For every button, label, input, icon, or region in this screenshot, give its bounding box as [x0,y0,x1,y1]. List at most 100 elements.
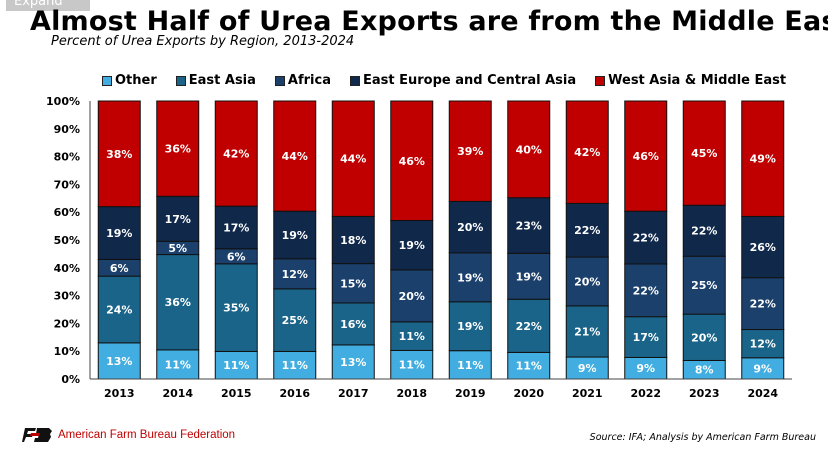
data-label: 19% [516,270,542,283]
data-label: 36% [165,296,191,309]
data-label: 20% [691,331,717,344]
bar-segment [273,100,317,212]
data-label: 9% [636,362,655,375]
data-label: 20% [574,275,600,288]
legend-item: Other [102,73,157,88]
data-label: 11% [165,358,191,371]
bar-segment [448,252,492,303]
expand-button[interactable]: Expand [6,0,90,11]
data-label: 44% [340,153,366,166]
data-label: 16% [340,318,366,331]
y-tick-label: 40% [54,262,80,275]
legend-swatch [595,75,606,86]
bar-segment [741,277,785,331]
farm-bureau-logo-icon [22,428,52,442]
data-label: 42% [574,146,600,159]
x-tick-label: 2018 [396,387,427,400]
data-label: 19% [399,239,425,252]
bar-segment [507,351,551,380]
bar-segment [331,302,375,346]
bar-segment [331,215,375,265]
data-label: 23% [516,219,542,232]
y-tick-label: 60% [54,206,80,219]
bar-segment [273,350,317,380]
data-label: 13% [106,355,132,368]
data-label: 11% [457,359,483,372]
bar-segment [682,255,726,315]
data-label: 36% [165,143,191,156]
expand-label: Expand [14,0,63,9]
data-label: 19% [457,271,483,284]
legend-item: Africa [274,73,331,88]
data-label: 17% [633,331,659,344]
data-label: 19% [106,227,132,240]
bar-segment [390,100,434,222]
bar-segment [565,305,609,358]
chart-subtitle: Percent of Urea Exports by Region, 2013-… [51,34,355,49]
bar-segment [682,313,726,361]
bar-segment [448,350,492,380]
legend-label: Africa [287,73,331,88]
data-label: 12% [750,338,776,351]
x-tick-label: 2020 [513,387,544,400]
data-label: 11% [399,330,425,343]
data-label: 42% [223,148,249,161]
data-label: 22% [516,320,542,333]
source-note: Source: IFA; Analysis by American Farm B… [589,432,816,443]
bar-segment [624,263,668,318]
y-tick-label: 30% [54,290,80,303]
data-label: 12% [282,268,308,281]
data-label: 19% [457,320,483,333]
legend-swatch [175,75,186,86]
data-label: 22% [691,225,717,238]
bar-segment [448,100,492,202]
data-label: 11% [516,360,542,373]
data-label: 11% [223,359,249,372]
data-label: 46% [633,150,659,163]
data-label: 22% [633,284,659,297]
data-label: 20% [457,221,483,234]
bar-segment [741,100,785,217]
data-label: 45% [691,147,717,160]
bar-segment [624,316,668,358]
data-label: 21% [574,325,600,338]
data-label: 40% [516,143,542,156]
data-label: 5% [168,242,187,255]
data-label: 6% [227,250,246,263]
bar-segment [156,195,200,242]
bar-segment [390,220,434,271]
y-tick-label: 50% [54,234,80,247]
data-label: 25% [691,279,717,292]
bar-segment [390,349,434,380]
legend-item: West Asia & Middle East [595,73,786,88]
bar-segment [156,100,200,197]
data-label: 22% [750,298,776,311]
bar-segment [214,350,258,380]
data-label: 46% [399,155,425,168]
bar-segment [331,100,375,217]
bar-segment [448,301,492,352]
data-label: 9% [578,362,597,375]
data-label: 20% [399,290,425,303]
x-tick-label: 2017 [338,387,369,400]
legend-item: East Europe and Central Asia [349,73,576,88]
y-tick-label: 90% [54,123,80,136]
y-tick-label: 70% [54,178,80,191]
data-label: 24% [106,304,132,317]
bar-segment [97,100,141,208]
organization-name: American Farm Bureau Federation [58,429,236,441]
x-tick-label: 2021 [572,387,603,400]
bar-segment [97,206,141,260]
y-tick-label: 20% [54,317,80,330]
x-tick-label: 2013 [104,387,135,400]
x-tick-label: 2022 [630,387,661,400]
bar-segment [565,202,609,258]
data-label: 26% [750,241,776,254]
bar-segment [214,100,258,207]
stacked-bar-chart: 0% 10% 20% 30% 40% 50% 60% 70% 80% 90% 100% 13% 24% 6… [46,95,792,400]
chart-title: Almost Half of Urea Exports are from the… [30,6,828,37]
bar-segment [390,321,434,351]
data-label: 8% [695,364,714,377]
x-tick-label: 2023 [689,387,720,400]
legend-label: Other [115,73,157,88]
